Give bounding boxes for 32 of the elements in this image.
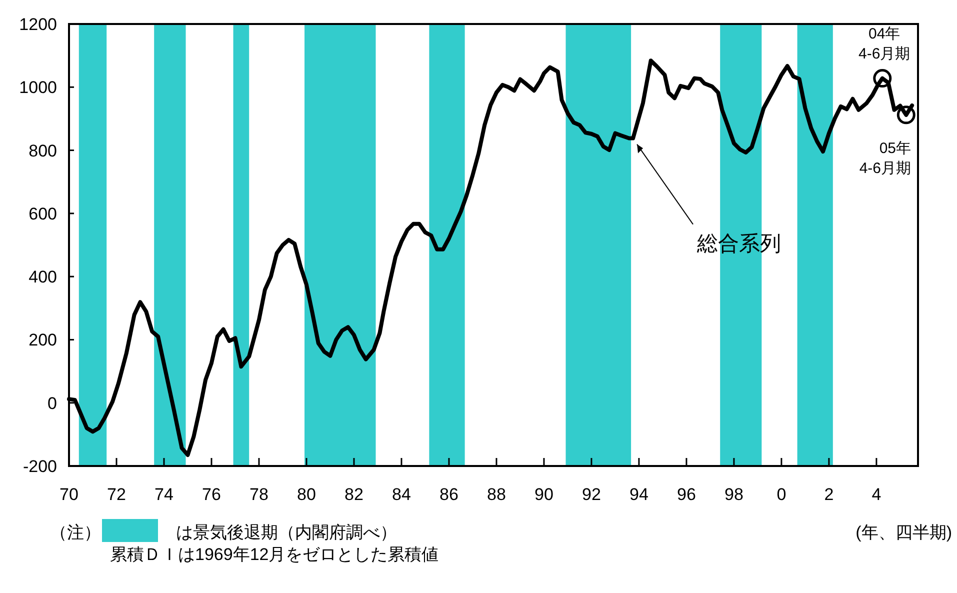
- x-tick-label: 94: [629, 485, 648, 504]
- x-tick-label: 92: [582, 485, 601, 504]
- x-tick-label: 4: [872, 485, 882, 504]
- x-tick-label: 96: [676, 485, 696, 504]
- y-tick-label: 800: [28, 141, 57, 160]
- y-tick-label: 1000: [19, 78, 57, 98]
- x-tick-label: 72: [107, 485, 126, 504]
- x-tick-label: 84: [392, 485, 411, 504]
- legend-label: は景気後退期（内閣府調べ）: [176, 523, 397, 542]
- x-tick-label: 86: [440, 485, 458, 504]
- text: 累積ＤＩは1969年12月をゼロとした累積値: [110, 545, 439, 564]
- y-tick-label: 400: [28, 268, 57, 287]
- x-tick-label: 90: [534, 485, 554, 504]
- annotation: 04年 4-6月期: [858, 25, 910, 62]
- text: （注）: [50, 523, 101, 542]
- y-tick-label: 0: [48, 394, 57, 413]
- y-tick-label: 600: [28, 204, 57, 224]
- y-tick-label: 1200: [19, 15, 57, 34]
- x-tick-label: 80: [297, 485, 316, 504]
- x-axis-title: (年、四半期): [856, 523, 952, 542]
- annotation: 05年 4-6月期: [859, 140, 911, 177]
- x-tick-label: 74: [154, 485, 174, 504]
- x-tick-label: 78: [250, 485, 268, 504]
- x-tick-label: 76: [202, 485, 221, 504]
- x-tick-label: 88: [487, 485, 506, 504]
- y-tick-label: -200: [22, 457, 57, 476]
- x-tick-label: 98: [724, 485, 744, 504]
- x-tick-label: 0: [776, 485, 786, 504]
- x-tick-label: 82: [344, 485, 364, 504]
- y-tick-label: 200: [28, 330, 57, 350]
- x-tick-label: 2: [824, 485, 834, 504]
- x-tick-label: 70: [60, 485, 78, 504]
